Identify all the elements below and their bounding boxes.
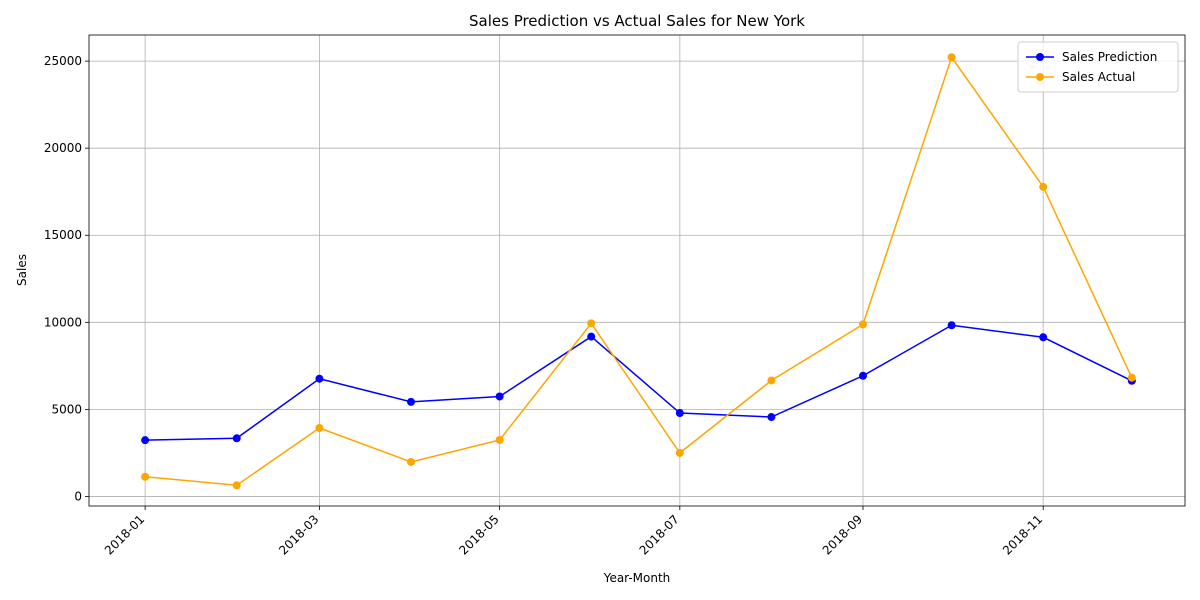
- series-line-sales-prediction: [145, 324, 1133, 441]
- x-axis-label: Year-Month: [603, 571, 671, 585]
- data-point-sales-prediction: [858, 371, 867, 380]
- data-point-sales-prediction: [141, 436, 150, 445]
- series-sales-actual: [141, 53, 1136, 490]
- series-layer: [141, 53, 1136, 490]
- data-point-sales-actual: [315, 423, 324, 432]
- data-point-sales-prediction: [407, 397, 416, 406]
- data-point-sales-prediction: [315, 374, 324, 383]
- data-point-sales-actual: [1127, 373, 1136, 382]
- legend-marker: [1036, 53, 1044, 61]
- legend-box: [1017, 41, 1179, 93]
- data-point-sales-actual: [947, 53, 956, 62]
- data-point-sales-actual: [141, 472, 150, 481]
- legend-marker: [1036, 73, 1044, 81]
- series-sales-prediction: [141, 321, 1136, 445]
- y-tick-label: 15000: [44, 228, 82, 242]
- series-line-sales-actual: [145, 55, 1133, 487]
- data-point-sales-prediction: [232, 434, 241, 443]
- legend: Sales Prediction Sales Actual: [1017, 41, 1179, 93]
- legend-label: Sales Actual: [1062, 70, 1135, 84]
- y-tick-label: 25000: [44, 54, 82, 68]
- y-tick-label: 0: [74, 489, 82, 503]
- data-point-sales-actual: [767, 376, 776, 385]
- legend-label: Sales Prediction: [1062, 50, 1157, 64]
- y-tick-label: 5000: [51, 402, 82, 416]
- data-point-sales-prediction: [675, 409, 684, 418]
- data-point-sales-actual: [675, 448, 684, 457]
- y-tick-label: 20000: [44, 141, 82, 155]
- y-axis-label: Sales: [15, 254, 29, 286]
- data-point-sales-prediction: [587, 332, 596, 341]
- data-point-sales-prediction: [1039, 333, 1048, 342]
- data-point-sales-actual: [232, 481, 241, 490]
- y-tick-label: 10000: [44, 315, 82, 329]
- data-point-sales-prediction: [947, 321, 956, 330]
- data-point-sales-actual: [1039, 182, 1048, 191]
- data-point-sales-prediction: [767, 413, 776, 422]
- grid: [89, 35, 1185, 506]
- plot-frame: [88, 34, 1186, 507]
- data-point-sales-actual: [858, 320, 867, 329]
- chart-title: Sales Prediction vs Actual Sales for New…: [469, 12, 805, 30]
- data-point-sales-actual: [407, 457, 416, 466]
- data-point-sales-actual: [587, 319, 596, 328]
- data-point-sales-actual: [495, 436, 504, 445]
- data-point-sales-prediction: [495, 392, 504, 401]
